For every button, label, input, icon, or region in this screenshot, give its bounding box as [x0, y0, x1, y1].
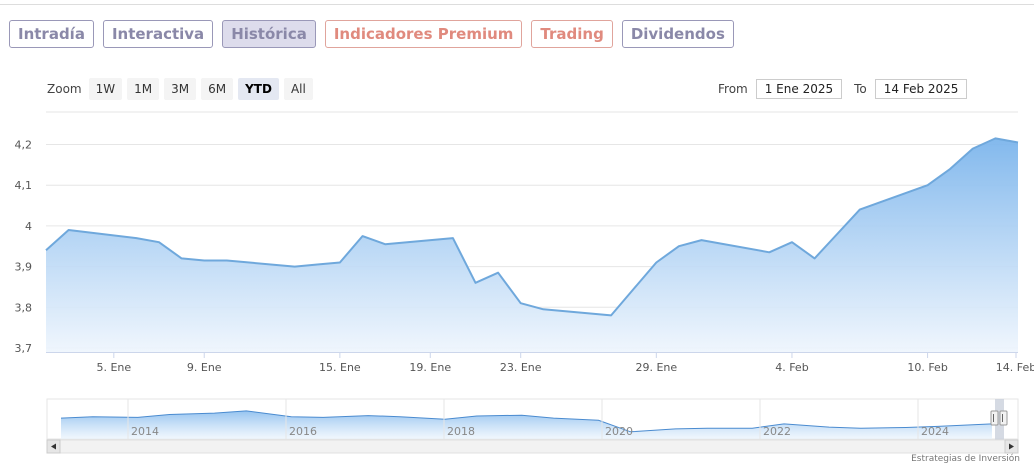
y-tick-label: 3,8	[15, 301, 33, 314]
navigator-selection[interactable]	[995, 399, 1004, 452]
tab-interactiva[interactable]: Interactiva	[102, 20, 214, 48]
zoom-label: Zoom	[47, 82, 82, 96]
y-tick-label: 4,1	[15, 179, 33, 192]
to-date-input[interactable]: 14 Feb 2025	[874, 79, 968, 99]
y-tick-label: 3,9	[15, 261, 33, 274]
navigator-handle-left[interactable]	[990, 410, 999, 426]
x-tick-label: 29. Ene	[635, 361, 677, 374]
scrollbar-track[interactable]	[46, 439, 1019, 454]
navigator-tick-label: 2024	[921, 425, 949, 438]
zoom-all-button[interactable]: All	[283, 78, 313, 100]
y-tick-label: 3,7	[15, 342, 33, 355]
x-tick-label: 14. Feb	[996, 361, 1034, 374]
tab-intradia[interactable]: Intradía	[9, 20, 94, 48]
chart-tabs: Intradía Interactiva Histórica Indicador…	[9, 20, 734, 48]
zoom-1w-button[interactable]: 1W	[88, 78, 123, 100]
navigator-tick-label: 2020	[605, 425, 633, 438]
price-area	[46, 138, 1018, 352]
navigator-area	[61, 410, 992, 439]
top-divider	[0, 4, 1034, 5]
tab-indicadores-premium[interactable]: Indicadores Premium	[324, 20, 523, 48]
navigator-handle-right[interactable]	[999, 410, 1008, 426]
tab-historica[interactable]: Histórica	[222, 20, 316, 48]
chart-credit: Estrategias de Inversión	[911, 454, 1020, 464]
arrow-left-icon	[51, 443, 56, 450]
tab-trading[interactable]: Trading	[531, 20, 613, 48]
navigator-tick-label: 2016	[289, 425, 317, 438]
date-range: From 1 Ene 2025 To 14 Feb 2025	[718, 78, 979, 100]
x-tick-label: 5. Ene	[96, 361, 131, 374]
navigator-tick-label: 2022	[763, 425, 791, 438]
zoom-selector: Zoom 1W 1M 3M 6M YTD All	[47, 78, 313, 100]
x-tick-label: 9. Ene	[187, 361, 222, 374]
x-tick-label: 19. Ene	[409, 361, 451, 374]
to-label: To	[854, 82, 867, 96]
x-tick-label: 10. Feb	[907, 361, 947, 374]
tab-dividendos[interactable]: Dividendos	[621, 20, 734, 48]
from-date-input[interactable]: 1 Ene 2025	[755, 79, 843, 99]
x-tick-label: 23. Ene	[500, 361, 542, 374]
zoom-3m-button[interactable]: 3M	[164, 78, 197, 100]
x-tick-label: 15. Ene	[319, 361, 361, 374]
zoom-ytd-button[interactable]: YTD	[238, 78, 279, 100]
navigator-line	[60, 410, 993, 433]
navigator-tick-label: 2018	[447, 425, 475, 438]
from-label: From	[718, 82, 748, 96]
zoom-1m-button[interactable]: 1M	[127, 78, 160, 100]
x-tick-label: 4. Feb	[775, 361, 808, 374]
y-tick-label: 4,2	[15, 139, 33, 152]
navigator-tick-label: 2014	[131, 425, 159, 438]
arrow-right-icon	[1009, 443, 1014, 450]
zoom-6m-button[interactable]: 6M	[201, 78, 234, 100]
price-line	[45, 137, 1019, 317]
y-tick-label: 4	[25, 220, 32, 233]
